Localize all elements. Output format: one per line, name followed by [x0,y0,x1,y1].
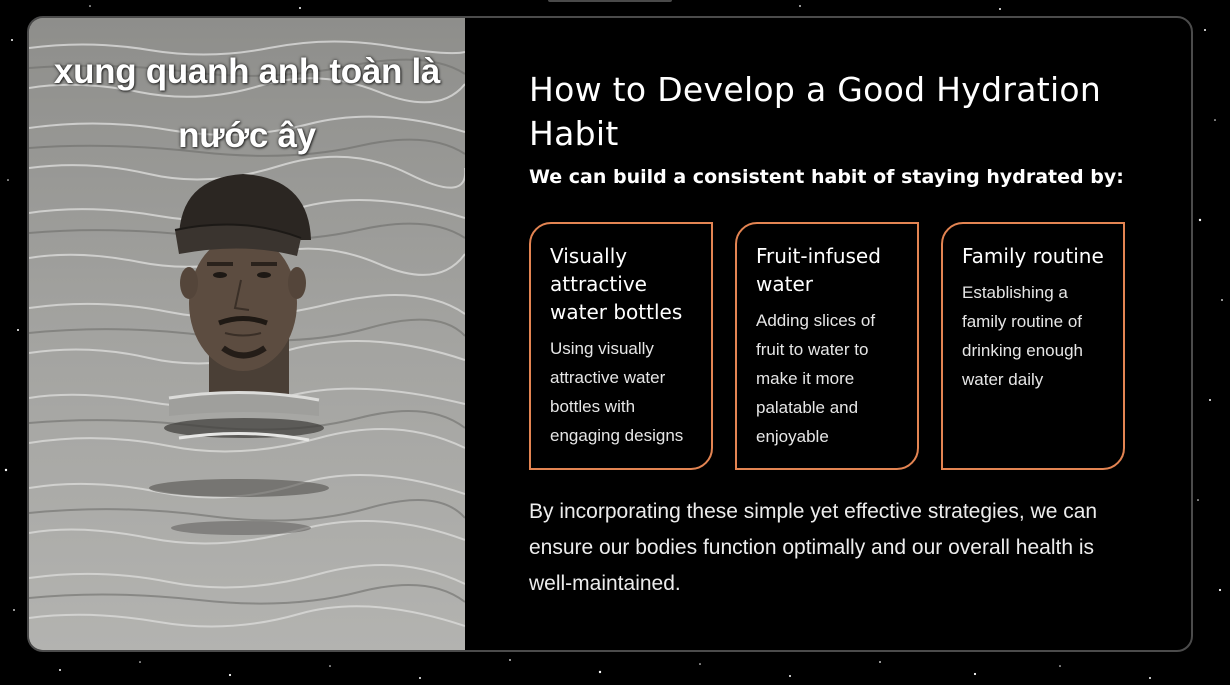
card-text: Adding slices of fruit to water to make … [756,311,876,446]
card-text: Using visually attractive water bottles … [550,339,684,445]
man-in-water-image [29,18,465,650]
slide-subtitle: We can build a consistent habit of stayi… [529,166,1124,188]
card-title: Fruit-infused water [756,244,881,296]
meme-caption-line-1: xung quanh anh toàn là [53,52,441,91]
closing-paragraph: By incorporating these simple yet effect… [529,500,1098,595]
meme-caption-line-2: nước ây [178,116,316,155]
strategy-cards: Visually attractive water bottles Using … [529,222,1149,474]
card-family-routine: Family routine Establishing a family rou… [941,222,1125,470]
hydration-slide: xung quanh anh toàn là nước ây How to De… [27,16,1193,652]
slide-title: How to Develop a Good Hydration Habit [529,70,1102,153]
slide-content: How to Develop a Good Hydration Habit We… [529,68,1149,595]
top-tab-indicator [548,0,672,2]
card-title: Family routine [962,244,1104,268]
meme-photo: xung quanh anh toàn là nước ây [29,18,465,650]
meme-caption: xung quanh anh toàn là nước ây [29,40,465,168]
card-title: Visually attractive water bottles [550,244,683,324]
card-water-bottles: Visually attractive water bottles Using … [529,222,713,470]
card-fruit-infused-water: Fruit-infused water Adding slices of fru… [735,222,919,470]
card-text: Establishing a family routine of drinkin… [962,283,1083,389]
